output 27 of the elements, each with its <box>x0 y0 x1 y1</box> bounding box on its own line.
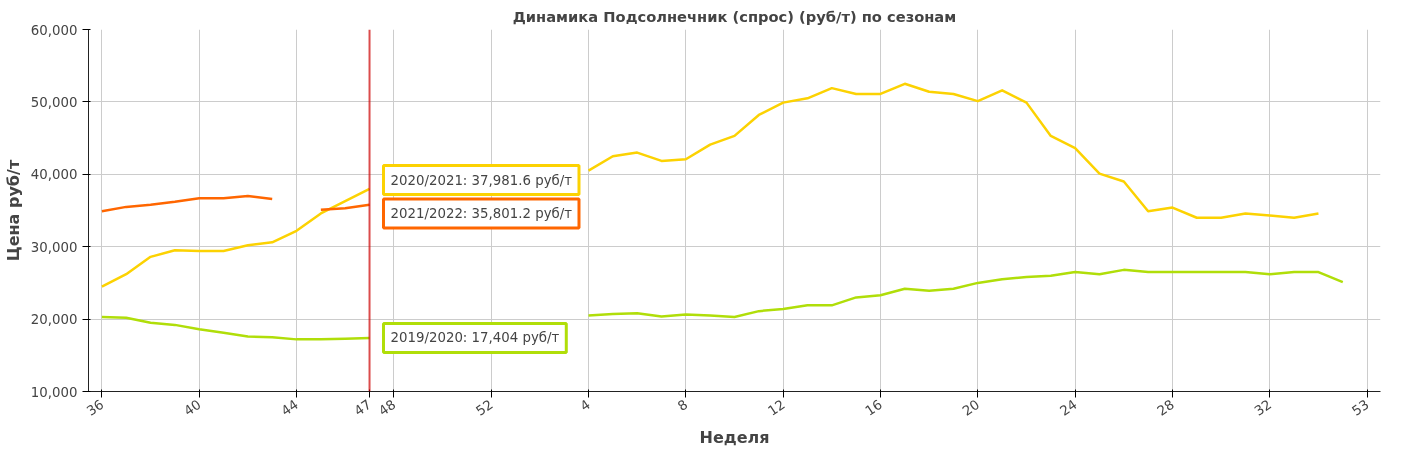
x-tick-label: 24 <box>1057 396 1080 419</box>
y-tick-label: 30,000 <box>30 239 78 255</box>
x-tick-label: 53 <box>1349 396 1372 419</box>
annotation: 2019/2020: 17,404 руб/т <box>390 330 560 346</box>
x-tick-label: 16 <box>862 396 886 419</box>
y-tick-label: 60,000 <box>30 22 78 38</box>
y-tick-label: 40,000 <box>30 167 78 183</box>
x-tick-label: 4 <box>577 396 594 414</box>
chart-title: Динамика Подсолнечник (спрос) (руб/т) по сезонам <box>512 7 957 25</box>
annotation: 2020/2021: 37,981.6 руб/т <box>390 172 573 188</box>
x-tick-label: 52 <box>473 396 496 419</box>
x-tick-label: 48 <box>375 396 399 419</box>
x-tick-label: 44 <box>278 396 302 419</box>
x-tick-label: 36 <box>83 396 107 419</box>
annotation: 2021/2022: 35,801.2 руб/т <box>390 206 573 221</box>
x-tick-label: 47 <box>351 396 375 419</box>
y-tick-label: 20,000 <box>30 312 78 328</box>
x-tick-label: 8 <box>674 396 691 414</box>
x-tick-label: 20 <box>959 396 983 419</box>
x-tick-label: 40 <box>181 396 204 419</box>
y-tick-label: 10,000 <box>30 384 78 400</box>
y-axis-title: Цена руб/т <box>3 159 23 262</box>
x-tick-label: 12 <box>765 396 788 419</box>
x-tick-label: 28 <box>1154 396 1177 419</box>
x-axis-title: Неделя <box>699 428 770 448</box>
x-tick-label: 32 <box>1251 396 1275 419</box>
y-tick-label: 50,000 <box>30 94 78 110</box>
